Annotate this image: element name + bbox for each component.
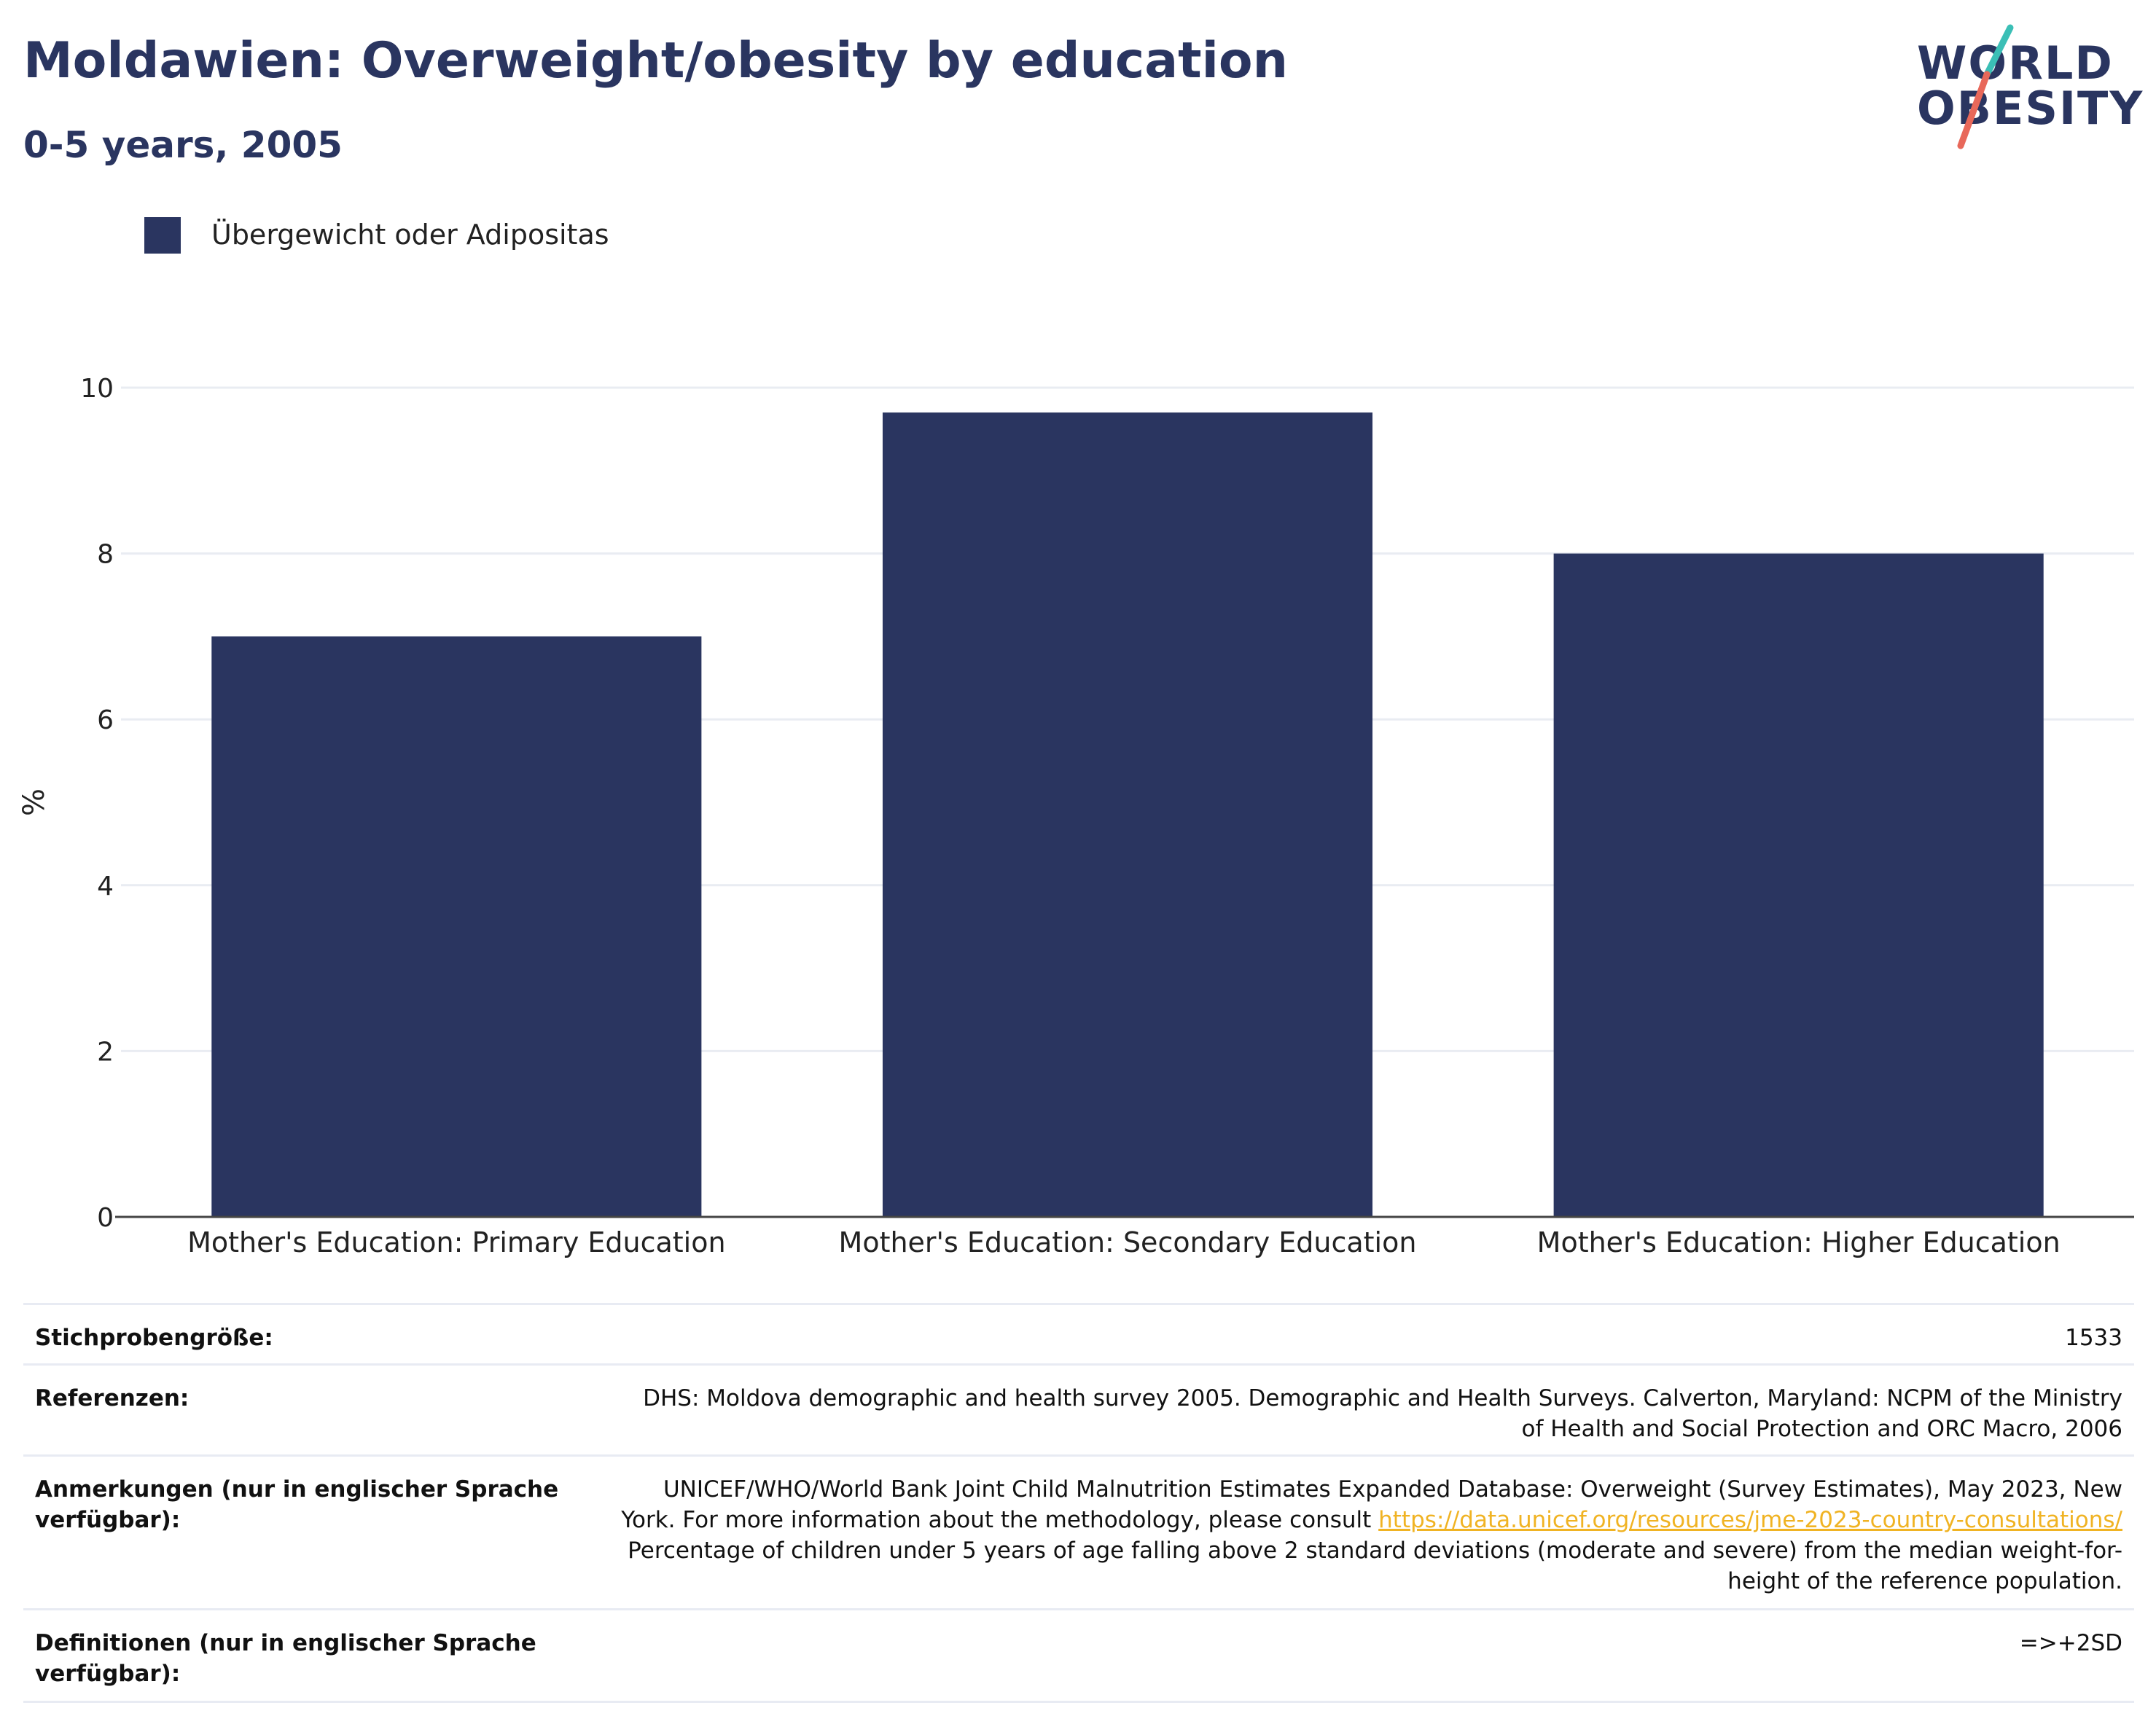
- info-table: Stichprobengröße: 1533 Referenzen: DHS: …: [23, 1303, 2134, 1703]
- methodology-link[interactable]: https://data.unicef.org/resources/jme-20…: [1378, 1507, 2122, 1533]
- logo-line-1: WORLD: [1917, 36, 2114, 90]
- info-value: UNICEF/WHO/World Bank Joint Child Malnut…: [621, 1474, 2122, 1597]
- bar: [1553, 553, 2044, 1217]
- info-key: Stichprobengröße:: [35, 1325, 273, 1351]
- bar: [882, 412, 1373, 1217]
- x-tick-label: Mother's Education: Secondary Education: [839, 1226, 1417, 1258]
- x-tick-label: Mother's Education: Primary Education: [187, 1226, 726, 1258]
- x-tick-label: Mother's Education: Higher Education: [1537, 1226, 2061, 1258]
- bar: [211, 636, 702, 1217]
- logo-slash-icon: [1957, 24, 2014, 149]
- bar-chart: 0 2 4 6 8 10 Mother's Education: Primary Educa…: [17, 374, 2134, 1258]
- info-key: Anmerkungen (nur in englischer Sprache v…: [35, 1476, 559, 1533]
- y-tick-label: 4: [97, 872, 114, 901]
- y-tick-label: 8: [97, 540, 114, 570]
- info-key: Referenzen:: [35, 1385, 190, 1411]
- logo-line-2: OBESITY: [1917, 82, 2144, 135]
- y-axis-label: %: [17, 788, 51, 816]
- info-row-references: Referenzen: DHS: Moldova demographic and…: [23, 1363, 2134, 1454]
- y-tick-label: 6: [97, 705, 114, 735]
- legend-label: Übergewicht oder Adipositas: [211, 219, 609, 251]
- info-key: Definitionen (nur in englischer Sprache …: [35, 1630, 536, 1687]
- chart-subtitle: 0-5 years, 2005: [23, 124, 343, 166]
- y-tick-label: 10: [80, 374, 114, 404]
- info-value: =>+2SD: [2019, 1630, 2122, 1656]
- chart-title: Moldawien: Overweight/obesity by educati…: [23, 32, 1289, 90]
- y-tick-label: 2: [97, 1037, 114, 1067]
- world-obesity-logo: WORLD OBESITY: [1902, 22, 2143, 153]
- notes-text-before: UNICEF/WHO/World Bank Joint Child Malnut…: [621, 1476, 2122, 1533]
- notes-text-after: Percentage of children under 5 years of …: [628, 1538, 2122, 1594]
- info-value: 1533: [2065, 1325, 2122, 1351]
- info-value: DHS: Moldova demographic and health surv…: [643, 1385, 2122, 1442]
- legend-swatch: [144, 217, 181, 254]
- info-row-notes: Anmerkungen (nur in englischer Sprache v…: [23, 1454, 2134, 1608]
- y-tick-label: 0: [97, 1203, 114, 1233]
- info-row-definitions: Definitionen (nur in englischer Sprache …: [23, 1608, 2134, 1703]
- info-row-sample-size: Stichprobengröße: 1533: [23, 1303, 2134, 1363]
